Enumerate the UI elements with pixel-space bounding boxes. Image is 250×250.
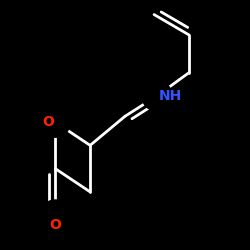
Circle shape (142, 81, 172, 111)
Circle shape (40, 200, 70, 230)
Text: O: O (42, 115, 54, 129)
Text: O: O (49, 218, 61, 232)
Text: NH: NH (158, 89, 182, 103)
Circle shape (40, 107, 70, 137)
